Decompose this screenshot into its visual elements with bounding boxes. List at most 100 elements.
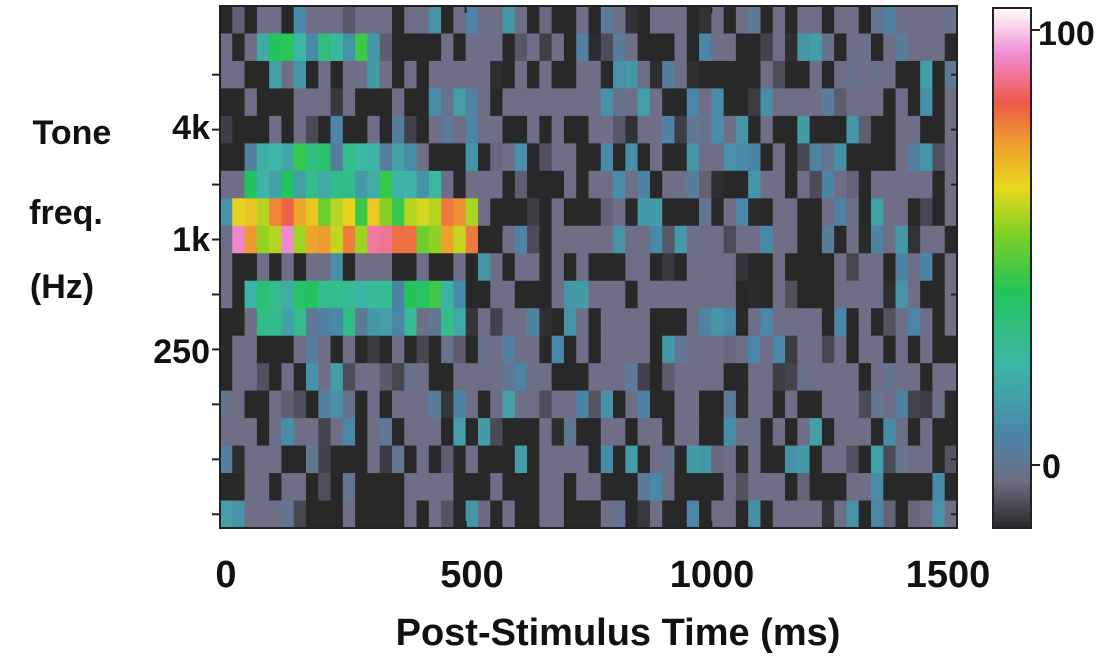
heatmap-cell [355, 280, 368, 309]
heatmap-cell [318, 170, 332, 199]
heatmap-cell [674, 170, 688, 199]
heatmap-cell [477, 225, 491, 254]
heatmap-cell [404, 445, 418, 474]
colorbar-label-0: 0 [1042, 448, 1061, 486]
heatmap-cell [907, 6, 921, 35]
heatmap-cell [305, 60, 319, 90]
heatmap-cell [232, 115, 246, 144]
heatmap-cell [858, 308, 872, 337]
heatmap-cell [883, 500, 897, 529]
heatmap-cell [465, 115, 479, 144]
heatmap-cell [748, 33, 762, 62]
heatmap-cell [293, 60, 307, 90]
heatmap-cell [441, 225, 454, 254]
heatmap-cell [699, 473, 712, 502]
heatmap-cell [711, 33, 725, 62]
heatmap-cell [269, 198, 283, 227]
heatmap-cell [342, 473, 356, 502]
heatmap-cell [281, 390, 295, 419]
heatmap-cell [367, 473, 381, 502]
heatmap-cell [834, 170, 848, 199]
heatmap-cell [920, 335, 934, 364]
heatmap-cell [785, 280, 798, 309]
heatmap-cell [613, 60, 626, 90]
heatmap-cell [551, 363, 565, 392]
heatmap-cell [453, 418, 467, 447]
heatmap-cell [318, 390, 332, 419]
heatmap-cell [699, 418, 712, 447]
heatmap-cell [551, 60, 565, 90]
heatmap-cell [514, 418, 528, 447]
heatmap-cell [785, 390, 798, 419]
heatmap-cell [244, 445, 258, 474]
heatmap-cell [502, 390, 516, 419]
heatmap-cell [846, 33, 860, 62]
heatmap-cell [256, 170, 270, 199]
heatmap-cell [649, 280, 663, 309]
heatmap-cell [895, 253, 909, 282]
heatmap-cell [293, 335, 307, 364]
heatmap-cell [514, 500, 528, 529]
heatmap-cell [269, 115, 283, 144]
heatmap-cell [256, 88, 270, 117]
heatmap-cell [797, 473, 811, 502]
heatmap-cell [293, 225, 307, 254]
heatmap-cell [649, 390, 663, 419]
heatmap-cell [305, 143, 319, 172]
heatmap-cell [539, 225, 553, 254]
heatmap-cell [871, 473, 884, 502]
heatmap-cell [686, 363, 700, 392]
heatmap-cell [293, 6, 307, 35]
heatmap-cell [613, 115, 626, 144]
heatmap-cell [502, 170, 516, 199]
heatmap-cell [502, 280, 516, 309]
heatmap-cell [674, 198, 688, 227]
heatmap-cell [748, 60, 762, 90]
heatmap-cell [613, 33, 626, 62]
heatmap-cell [674, 33, 688, 62]
heatmap-cell [834, 335, 848, 364]
heatmap-cell [649, 143, 663, 172]
heatmap-cell [232, 60, 246, 90]
heatmap-cell [760, 308, 774, 337]
heatmap-cell [428, 445, 442, 474]
heatmap-cell [527, 473, 540, 502]
heatmap-cell [834, 308, 848, 337]
heatmap-cell [367, 390, 381, 419]
heatmap-cell [563, 170, 577, 199]
heatmap-cell [686, 170, 700, 199]
heatmap-cell [465, 225, 479, 254]
heatmap-cell [367, 280, 381, 309]
heatmap-cell [846, 6, 860, 35]
heatmap-cell [355, 335, 368, 364]
heatmap-cell [355, 115, 368, 144]
heatmap-cell [465, 308, 479, 337]
heatmap-cell [539, 418, 553, 447]
heatmap-cell [600, 253, 614, 282]
heatmap-cell [686, 308, 700, 337]
heatmap-cell [662, 88, 676, 117]
heatmap-cell [920, 225, 934, 254]
heatmap-cell [748, 308, 762, 337]
heatmap-cell [637, 225, 651, 254]
heatmap-cell [735, 280, 749, 309]
heatmap-cell [244, 335, 258, 364]
heatmap-cell [305, 473, 319, 502]
heatmap-cell [563, 500, 577, 529]
heatmap-cell [613, 198, 626, 227]
heatmap-cell [379, 500, 393, 529]
heatmap-cell [785, 225, 798, 254]
heatmap-cell [391, 445, 405, 474]
heatmap-cell [477, 6, 491, 35]
heatmap-cell [490, 170, 504, 199]
heatmap-cell [256, 445, 270, 474]
heatmap-cell [220, 6, 233, 35]
heatmap-cell [576, 170, 590, 199]
heatmap-cell [281, 198, 295, 227]
heatmap-cell [588, 253, 602, 282]
heatmap-cell [772, 445, 786, 474]
heatmap-cell [490, 418, 504, 447]
heatmap-cell [920, 88, 934, 117]
heatmap-cell [723, 280, 737, 309]
heatmap-cell [330, 198, 344, 227]
